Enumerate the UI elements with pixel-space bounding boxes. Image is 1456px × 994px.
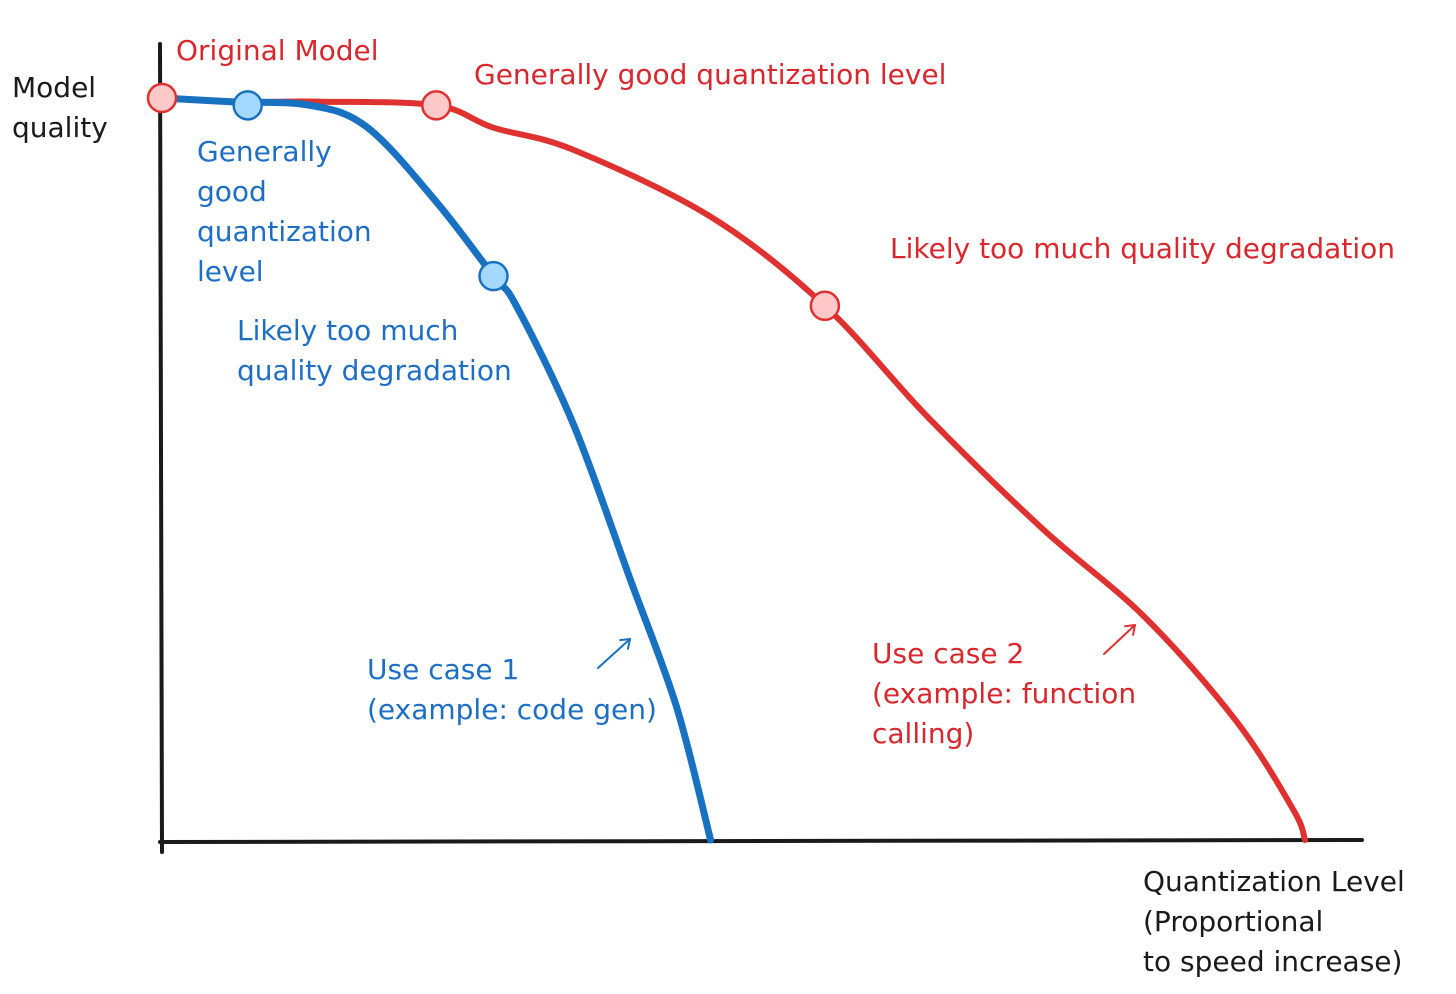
annotation-red-good-level: Generally good quantization level <box>474 58 947 91</box>
legend-use-case-1: Use case 1 (example: code gen) <box>367 653 657 726</box>
annotation-blue-degradation: Likely too much quality degradation <box>237 314 512 387</box>
marker-red-good-level <box>421 90 452 121</box>
annotation-original-model: Original Model <box>176 34 379 67</box>
arrow-use-case-2 <box>1103 624 1136 655</box>
annotation-blue-good-level: Generally good quantization level <box>197 135 372 288</box>
x-axis-label: Quantization Level (Proportional to spee… <box>1143 865 1405 978</box>
y-axis-line <box>158 42 164 854</box>
y-axis-label: Model quality <box>12 71 108 144</box>
marker-blue-good-level <box>232 90 263 121</box>
marker-red-degradation <box>809 290 841 322</box>
series-line-use-case-1 <box>158 94 715 844</box>
annotation-red-degradation: Likely too much quality degradation <box>890 232 1395 265</box>
legend-use-case-2: Use case 2 (example: function calling) <box>872 637 1137 750</box>
series-line-use-case-2 <box>159 95 1308 843</box>
marker-original-model <box>146 82 178 114</box>
arrow-use-case-1 <box>597 638 631 669</box>
x-axis-line <box>158 838 1364 844</box>
marker-blue-degradation <box>478 260 509 292</box>
